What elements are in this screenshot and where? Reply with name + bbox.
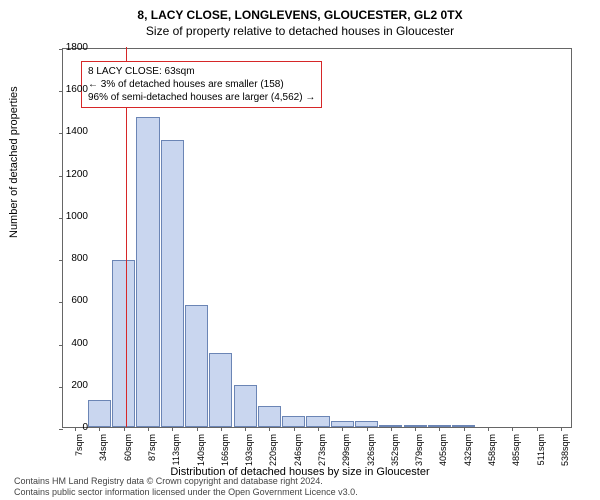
info-box-line: ← 3% of detached houses are smaller (158… xyxy=(88,78,315,91)
x-tick-mark xyxy=(245,427,246,431)
x-tick-mark xyxy=(294,427,295,431)
page-title: 8, LACY CLOSE, LONGLEVENS, GLOUCESTER, G… xyxy=(0,0,600,22)
x-tick-mark xyxy=(561,427,562,431)
histogram-bar xyxy=(234,385,257,427)
x-tick-mark xyxy=(269,427,270,431)
histogram-bar xyxy=(258,406,281,427)
x-tick-label: 166sqm xyxy=(220,434,230,479)
x-tick-label: 60sqm xyxy=(123,434,133,479)
y-tick-label: 1800 xyxy=(43,42,88,53)
x-tick-label: 299sqm xyxy=(341,434,351,479)
histogram-bar xyxy=(88,400,111,427)
x-tick-label: 34sqm xyxy=(98,434,108,479)
x-tick-mark xyxy=(415,427,416,431)
y-tick-label: 1400 xyxy=(43,126,88,137)
x-tick-mark xyxy=(439,427,440,431)
y-tick-label: 600 xyxy=(43,295,88,306)
footer-line-1: Contains HM Land Registry data © Crown c… xyxy=(14,476,358,487)
y-tick-label: 1200 xyxy=(43,169,88,180)
x-tick-mark xyxy=(197,427,198,431)
x-tick-label: 87sqm xyxy=(147,434,157,479)
y-tick-label: 800 xyxy=(43,253,88,264)
x-tick-mark xyxy=(512,427,513,431)
x-tick-mark xyxy=(172,427,173,431)
footer-attribution: Contains HM Land Registry data © Crown c… xyxy=(14,476,358,498)
x-tick-label: 511sqm xyxy=(536,434,546,479)
x-tick-label: 220sqm xyxy=(268,434,278,479)
info-box: 8 LACY CLOSE: 63sqm← 3% of detached hous… xyxy=(81,61,322,108)
x-tick-label: 432sqm xyxy=(463,434,473,479)
histogram-bar xyxy=(136,117,159,427)
x-tick-label: 485sqm xyxy=(511,434,521,479)
x-tick-label: 352sqm xyxy=(390,434,400,479)
x-tick-label: 246sqm xyxy=(293,434,303,479)
x-tick-label: 7sqm xyxy=(74,434,84,479)
x-tick-mark xyxy=(342,427,343,431)
footer-line-2: Contains public sector information licen… xyxy=(14,487,358,498)
info-box-line: 96% of semi-detached houses are larger (… xyxy=(88,91,315,104)
histogram-bar xyxy=(161,140,184,427)
x-tick-mark xyxy=(318,427,319,431)
histogram-bar xyxy=(185,305,208,427)
x-tick-label: 405sqm xyxy=(438,434,448,479)
x-tick-label: 379sqm xyxy=(414,434,424,479)
y-tick-label: 200 xyxy=(43,380,88,391)
x-tick-mark xyxy=(124,427,125,431)
x-tick-label: 193sqm xyxy=(244,434,254,479)
x-tick-mark xyxy=(488,427,489,431)
x-tick-mark xyxy=(537,427,538,431)
y-axis-label: Number of detached properties xyxy=(8,86,20,238)
x-tick-mark xyxy=(221,427,222,431)
page-subtitle: Size of property relative to detached ho… xyxy=(0,22,600,42)
histogram-bar xyxy=(282,416,305,427)
x-tick-label: 458sqm xyxy=(487,434,497,479)
x-tick-mark xyxy=(148,427,149,431)
histogram-bar xyxy=(112,260,135,427)
x-tick-mark xyxy=(464,427,465,431)
x-tick-label: 113sqm xyxy=(171,434,181,479)
y-tick-label: 1000 xyxy=(43,211,88,222)
x-tick-mark xyxy=(99,427,100,431)
x-tick-label: 326sqm xyxy=(366,434,376,479)
info-box-line: 8 LACY CLOSE: 63sqm xyxy=(88,65,315,78)
x-tick-label: 538sqm xyxy=(560,434,570,479)
x-tick-mark xyxy=(391,427,392,431)
x-tick-label: 273sqm xyxy=(317,434,327,479)
x-tick-label: 140sqm xyxy=(196,434,206,479)
histogram-bar xyxy=(209,353,232,427)
histogram-bar xyxy=(306,416,329,427)
x-tick-mark xyxy=(367,427,368,431)
y-tick-label: 1600 xyxy=(43,84,88,95)
chart-plot-area: 8 LACY CLOSE: 63sqm← 3% of detached hous… xyxy=(62,48,572,428)
y-tick-label: 400 xyxy=(43,338,88,349)
y-tick-label: 0 xyxy=(43,422,88,433)
